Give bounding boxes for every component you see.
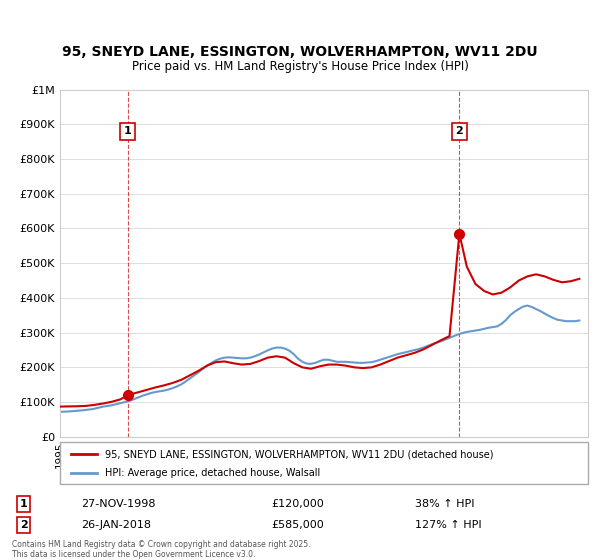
- Text: 1: 1: [124, 126, 131, 136]
- Text: Contains HM Land Registry data © Crown copyright and database right 2025.
This d: Contains HM Land Registry data © Crown c…: [12, 540, 311, 559]
- Text: 2: 2: [455, 126, 463, 136]
- FancyBboxPatch shape: [60, 442, 588, 484]
- Text: 1: 1: [20, 499, 28, 509]
- Text: £120,000: £120,000: [271, 499, 324, 509]
- Text: 2: 2: [20, 520, 28, 530]
- Text: 127% ↑ HPI: 127% ↑ HPI: [415, 520, 482, 530]
- Text: 95, SNEYD LANE, ESSINGTON, WOLVERHAMPTON, WV11 2DU: 95, SNEYD LANE, ESSINGTON, WOLVERHAMPTON…: [62, 45, 538, 59]
- Text: 38% ↑ HPI: 38% ↑ HPI: [415, 499, 475, 509]
- Text: HPI: Average price, detached house, Walsall: HPI: Average price, detached house, Wals…: [105, 468, 320, 478]
- Text: 27-NOV-1998: 27-NOV-1998: [81, 499, 155, 509]
- Text: 26-JAN-2018: 26-JAN-2018: [81, 520, 151, 530]
- Text: Price paid vs. HM Land Registry's House Price Index (HPI): Price paid vs. HM Land Registry's House …: [131, 60, 469, 73]
- Text: 95, SNEYD LANE, ESSINGTON, WOLVERHAMPTON, WV11 2DU (detached house): 95, SNEYD LANE, ESSINGTON, WOLVERHAMPTON…: [105, 449, 493, 459]
- Text: £585,000: £585,000: [271, 520, 324, 530]
